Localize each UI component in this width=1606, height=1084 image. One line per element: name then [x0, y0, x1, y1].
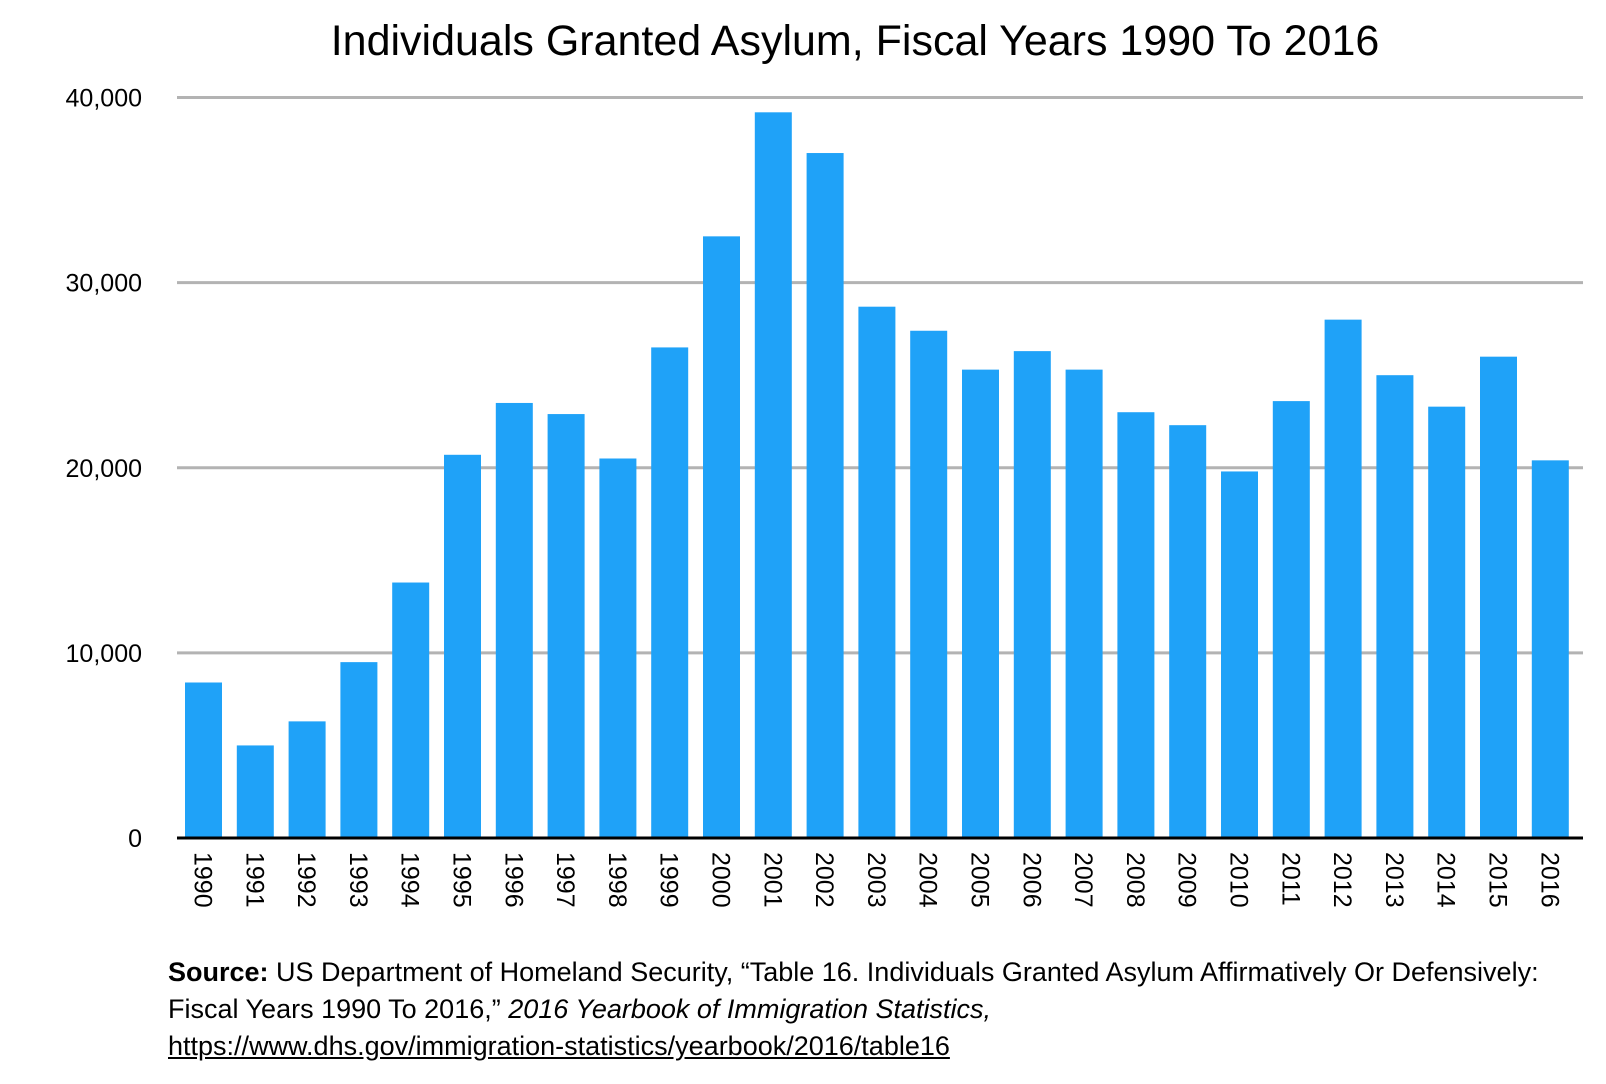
bar-1990 [185, 682, 222, 838]
bar-2016 [1531, 460, 1569, 838]
y-tick-label: 20,000 [66, 455, 142, 483]
x-tick-label: 2014 [1432, 852, 1460, 908]
bar-2009 [1169, 425, 1207, 838]
bar-1993 [340, 662, 378, 838]
x-tick-label: 2007 [1069, 852, 1097, 908]
x-tick-label: 1994 [396, 852, 424, 908]
source-link[interactable]: https://www.dhs.gov/immigration-statisti… [168, 1031, 950, 1061]
x-tick-label: 1997 [551, 852, 579, 908]
bar-1996 [495, 402, 533, 838]
x-tick-label: 1999 [655, 852, 683, 908]
bar-2013 [1376, 375, 1414, 838]
bar-2002 [806, 153, 844, 839]
x-tick-label: 1995 [448, 852, 476, 908]
bar-1994 [392, 582, 430, 838]
bar-2007 [1065, 369, 1103, 838]
bar-2011 [1272, 401, 1310, 838]
bar-2010 [1221, 471, 1258, 838]
chart-title: Individuals Granted Asylum, Fiscal Years… [331, 17, 1380, 65]
x-tick-label: 2004 [914, 852, 942, 908]
x-axis-ticks: 1990 1991 1992 1993 1994 1995 1996 1997 1998 1999… [189, 852, 1564, 908]
x-tick-label: 2003 [862, 852, 890, 908]
x-tick-label: 1992 [292, 852, 320, 908]
x-tick-label: 2015 [1484, 852, 1512, 908]
x-tick-label: 2008 [1121, 852, 1149, 908]
bar-1997 [547, 414, 585, 838]
x-tick-label: 1993 [344, 852, 372, 908]
source-publication: 2016 Yearbook of Immigration Statistics, [508, 994, 991, 1024]
bar-1992 [288, 721, 326, 838]
x-tick-label: 1996 [499, 852, 527, 908]
x-tick-label: 2002 [810, 852, 838, 908]
x-tick-label: 2011 [1276, 852, 1304, 906]
bar-2003 [858, 306, 896, 838]
x-tick-label: 1991 [240, 852, 268, 908]
source-label: Source: [168, 957, 269, 987]
bar-1999 [651, 347, 689, 838]
bar-1991 [236, 745, 274, 838]
y-tick-label: 10,000 [66, 640, 142, 668]
source-text: US Department of Homeland Security, “Tab… [168, 957, 1539, 1024]
bar-2014 [1428, 406, 1466, 838]
x-tick-label: 2000 [707, 852, 735, 908]
x-tick-label: 1990 [189, 852, 217, 908]
bar-2001 [754, 112, 792, 838]
x-tick-label: 2009 [1173, 852, 1201, 908]
source-note: Source: US Department of Homeland Securi… [168, 954, 1588, 1065]
x-tick-label: 1998 [603, 852, 631, 908]
y-tick-label: 30,000 [66, 270, 142, 298]
x-tick-label: 2005 [966, 852, 994, 908]
bar-2015 [1480, 356, 1517, 838]
x-tick-label: 2001 [758, 852, 786, 908]
bars [185, 112, 1569, 839]
bar-1998 [599, 458, 637, 838]
bar-2005 [962, 369, 999, 838]
y-tick-label: 40,000 [66, 85, 142, 113]
bar-1995 [444, 454, 481, 838]
x-tick-label: 2010 [1225, 852, 1253, 908]
x-tick-label: 2006 [1017, 852, 1045, 908]
bar-2012 [1324, 319, 1362, 838]
bar-2008 [1117, 412, 1155, 838]
y-tick-label: 0 [128, 825, 142, 853]
x-tick-label: 2012 [1328, 852, 1356, 908]
bar-2004 [910, 330, 948, 838]
bar-2006 [1013, 351, 1051, 838]
bar-2000 [703, 236, 740, 838]
y-axis-ticks: 0 10,000 20,000 30,000 40,000 [66, 85, 142, 854]
x-tick-label: 2016 [1535, 852, 1563, 908]
x-tick-label: 2013 [1380, 852, 1408, 908]
